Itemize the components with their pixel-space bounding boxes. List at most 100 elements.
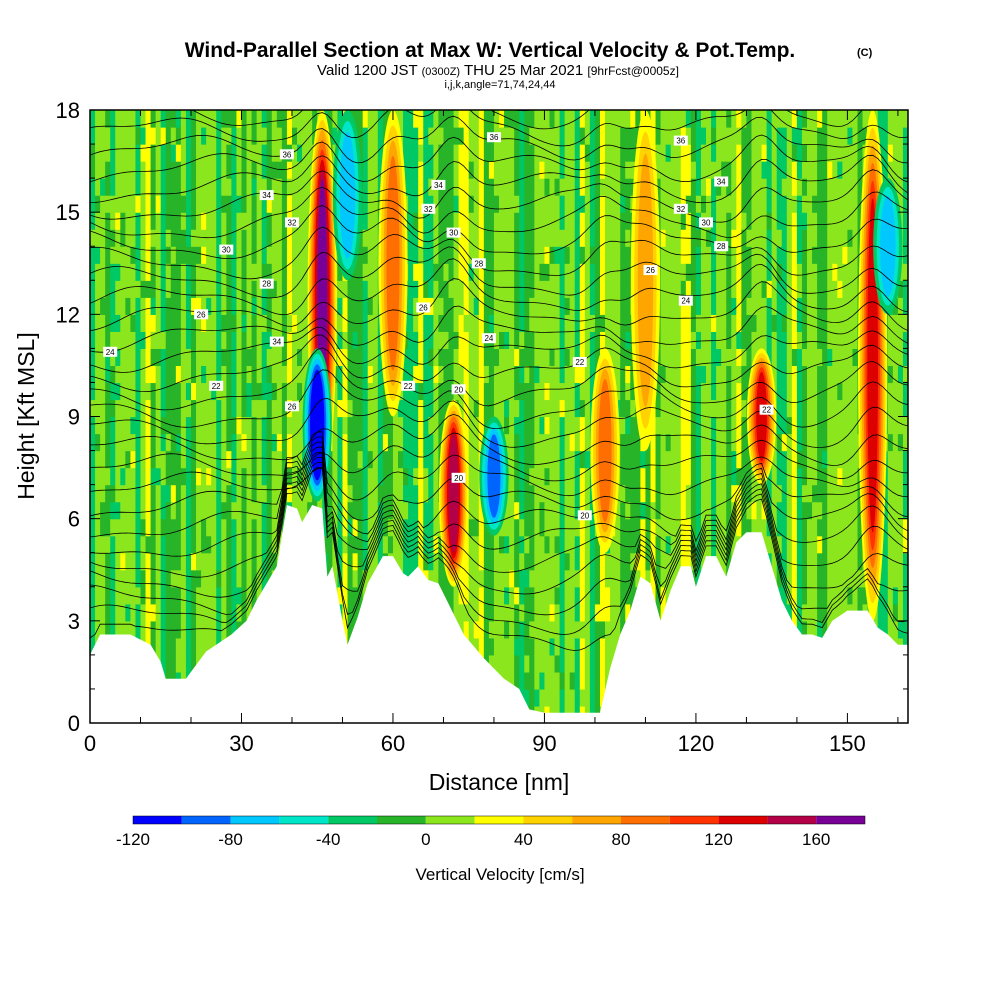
velocity-cell [675, 178, 682, 196]
velocity-cell [771, 365, 778, 384]
velocity-cell [458, 127, 465, 145]
velocity-cell [726, 552, 732, 571]
velocity-cell [721, 382, 727, 401]
velocity-cell [655, 110, 662, 128]
velocity-cell [90, 246, 96, 264]
velocity-cell [635, 433, 641, 452]
velocity-cell [665, 467, 672, 486]
velocity-cell [751, 518, 758, 537]
velocity-cell [357, 501, 364, 520]
velocity-cell [726, 399, 732, 418]
velocity-cell [630, 518, 636, 537]
velocity-cell [256, 331, 263, 349]
velocity-cell [468, 620, 475, 639]
velocity-cell [266, 195, 273, 213]
velocity-cell [135, 450, 142, 469]
velocity-cell [605, 331, 611, 349]
velocity-cell [413, 331, 419, 349]
velocity-cell [483, 348, 490, 367]
velocity-cell [695, 263, 702, 281]
velocity-cell [625, 297, 631, 315]
velocity-cell [534, 450, 540, 469]
velocity-cell [453, 314, 460, 332]
velocity-cell [645, 450, 652, 469]
velocity-cell [337, 467, 344, 486]
velocity-cell [418, 518, 424, 537]
velocity-cell [680, 161, 687, 179]
velocity-cell [584, 671, 591, 690]
velocity-cell [105, 212, 111, 230]
velocity-cell [190, 620, 197, 639]
velocity-cell [286, 467, 293, 486]
velocity-cell [665, 535, 672, 554]
velocity-cell [599, 552, 606, 571]
velocity-cell [458, 603, 465, 622]
velocity-cell [362, 144, 369, 162]
velocity-cell [211, 603, 217, 622]
velocity-cell [443, 212, 450, 230]
velocity-cell [90, 161, 96, 179]
velocity-cell [781, 110, 788, 128]
velocity-cell [372, 484, 379, 503]
velocity-cell [468, 280, 475, 298]
velocity-cell [140, 161, 147, 179]
velocity-cell [458, 348, 465, 367]
velocity-cell [549, 399, 556, 418]
velocity-cell [690, 161, 697, 179]
velocity-cell [216, 467, 222, 486]
velocity-cell [155, 382, 162, 401]
velocity-cell [286, 433, 293, 452]
velocity-cell [140, 263, 147, 281]
velocity-cell [180, 144, 187, 162]
velocity-cell [190, 467, 197, 486]
velocity-cell [549, 535, 556, 554]
velocity-cell [478, 552, 485, 571]
velocity-cell [398, 467, 404, 486]
velocity-cell [201, 535, 207, 554]
velocity-cell [549, 501, 556, 520]
velocity-cell [291, 484, 298, 503]
velocity-cell [519, 416, 525, 435]
velocity-cell [90, 195, 96, 213]
velocity-cell [155, 161, 162, 179]
velocity-cell [433, 297, 440, 315]
velocity-cell [731, 518, 737, 537]
velocity-cell [251, 331, 258, 349]
velocity-cell [463, 297, 470, 315]
velocity-cell [680, 178, 687, 196]
velocity-cell [352, 535, 359, 554]
velocity-cell [408, 161, 414, 179]
velocity-cell [100, 110, 106, 128]
velocity-cell [549, 671, 556, 690]
velocity-cell [504, 178, 510, 196]
velocity-cell [781, 178, 788, 196]
velocity-cell [559, 331, 566, 349]
velocity-cell [549, 110, 556, 128]
velocity-cell [140, 569, 147, 588]
velocity-cell [423, 467, 429, 486]
velocity-cell [458, 331, 465, 349]
velocity-cell [473, 365, 480, 384]
velocity-cell [529, 620, 535, 639]
velocity-cell [377, 144, 384, 162]
velocity-cell [524, 365, 530, 384]
velocity-cell [276, 467, 283, 486]
velocity-cell [473, 212, 480, 230]
velocity-cell [539, 263, 546, 281]
velocity-cell [781, 195, 788, 213]
velocity-cell [584, 433, 591, 452]
velocity-cell [615, 297, 621, 315]
velocity-cell [398, 433, 404, 452]
velocity-cell [95, 382, 101, 401]
velocity-cell [140, 195, 147, 213]
velocity-cell [408, 450, 414, 469]
velocity-cell [332, 416, 339, 435]
velocity-cell [559, 569, 566, 588]
velocity-cell [438, 229, 445, 247]
velocity-cell [458, 365, 465, 384]
velocity-cell [145, 246, 152, 264]
velocity-cell [251, 433, 258, 452]
velocity-cell [781, 518, 788, 537]
velocity-cell [499, 161, 505, 179]
velocity-cell [468, 195, 475, 213]
